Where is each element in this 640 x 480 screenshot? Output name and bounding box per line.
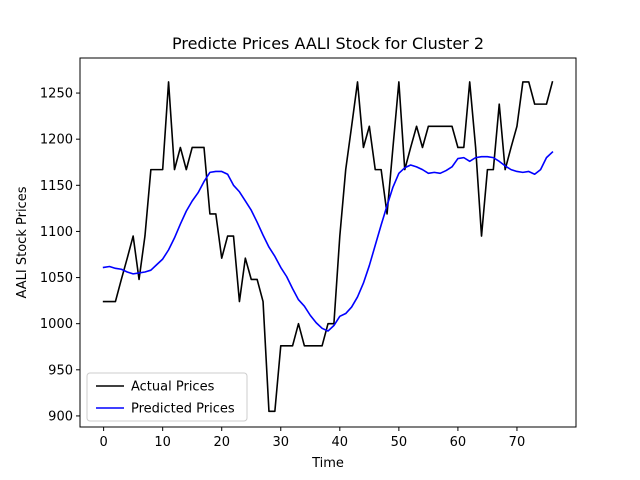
series-line-predicted-prices	[102, 150, 554, 332]
chart-title: Predicte Prices AALI Stock for Cluster 2	[172, 34, 484, 53]
x-tick-label: 20	[213, 435, 230, 450]
x-tick-label: 10	[154, 435, 171, 450]
series-layer	[102, 81, 554, 413]
y-tick-label: 1200	[40, 133, 73, 148]
x-tick-label: 70	[509, 435, 526, 450]
legend: Actual Prices Predicted Prices	[86, 372, 248, 422]
y-tick-label: 1100	[40, 225, 73, 240]
x-tick-label: 60	[450, 435, 467, 450]
series-line-actual-prices	[102, 81, 554, 413]
legend-label-actual: Actual Prices	[131, 380, 215, 395]
legend-label-predicted: Predicted Prices	[131, 402, 235, 417]
x-axis-label: Time	[311, 456, 344, 471]
x-tick-label: 30	[272, 435, 289, 450]
x-tick-label: 0	[99, 435, 107, 450]
y-tick-label: 950	[48, 363, 73, 378]
x-axis: 0 10 20 30 40 50 60 70	[99, 427, 525, 450]
y-tick-label: 1150	[40, 179, 73, 194]
y-axis: 900 950 1000 1050 1100 1150 1200 1250	[40, 87, 80, 424]
y-tick-label: 1000	[40, 317, 73, 332]
x-tick-label: 50	[391, 435, 408, 450]
y-tick-label: 1250	[40, 87, 73, 102]
plot-frame	[79, 57, 577, 428]
legend-box	[86, 372, 248, 422]
y-tick-label: 1050	[40, 271, 73, 286]
y-axis-label: AALI Stock Prices	[15, 186, 30, 298]
x-tick-label: 40	[332, 435, 349, 450]
y-tick-label: 900	[48, 409, 73, 424]
